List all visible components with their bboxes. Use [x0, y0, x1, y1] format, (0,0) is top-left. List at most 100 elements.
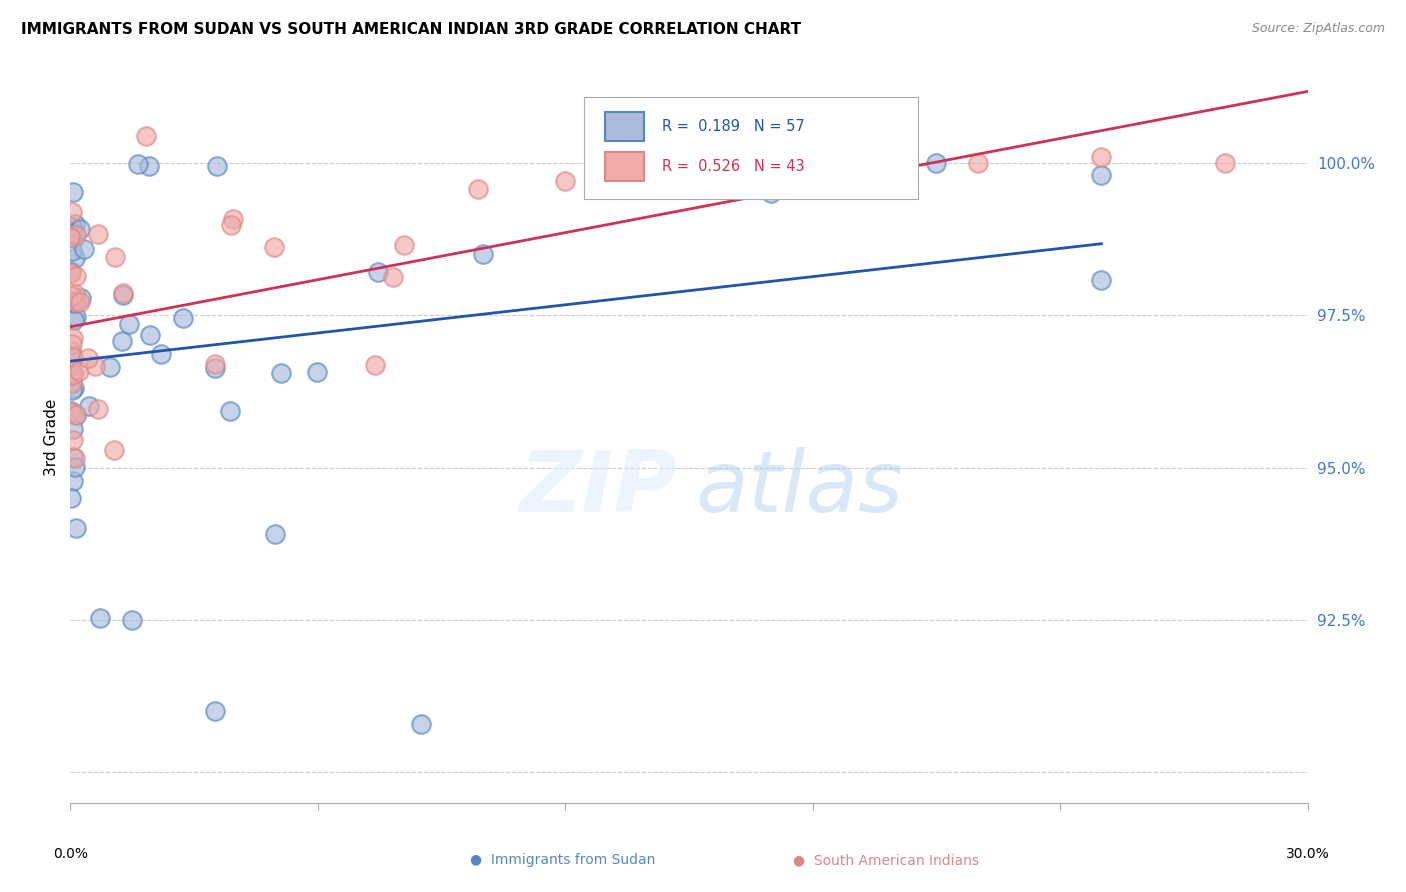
Point: [62, 366, 84, 380]
Point: [65, 227, 87, 242]
Point: [87, 227, 110, 242]
Point: [73, 242, 96, 256]
Point: [83, 359, 105, 374]
Text: 0.0%: 0.0%: [53, 847, 87, 861]
Text: ●  Immigrants from Sudan: ● Immigrants from Sudan: [470, 853, 655, 867]
Point: [60, 383, 83, 397]
Point: [111, 287, 134, 301]
Point: [62, 433, 84, 447]
Point: [60, 404, 83, 418]
Bar: [605, 112, 644, 141]
Point: [60, 343, 83, 358]
Point: [367, 265, 389, 279]
Point: [79, 399, 101, 413]
Point: [204, 705, 226, 719]
Point: [1090, 168, 1112, 182]
Point: [60, 368, 83, 382]
Point: [60, 364, 83, 378]
Point: [409, 716, 432, 731]
Point: [65, 450, 87, 465]
Point: [62, 351, 84, 366]
Point: [966, 156, 988, 170]
Point: [305, 365, 328, 379]
Point: [65, 408, 87, 422]
Point: [382, 270, 405, 285]
Point: [139, 328, 162, 343]
Point: [60, 266, 83, 280]
Point: [60, 373, 83, 387]
Point: [63, 295, 86, 310]
Point: [59, 229, 82, 244]
Point: [270, 366, 292, 380]
Point: [204, 357, 226, 371]
Point: [63, 286, 86, 301]
Point: [69, 222, 91, 236]
Y-axis label: 3rd Grade: 3rd Grade: [44, 399, 59, 475]
Text: ZIP: ZIP: [519, 447, 676, 530]
Point: [801, 156, 824, 170]
Point: [925, 156, 948, 170]
Point: [761, 186, 783, 201]
Point: [65, 521, 87, 535]
Point: [65, 295, 87, 310]
Point: [219, 404, 242, 418]
Text: ●  South American Indians: ● South American Indians: [793, 853, 979, 867]
Point: [62, 421, 84, 435]
Point: [392, 238, 415, 252]
Point: [63, 381, 86, 395]
Point: [65, 310, 87, 324]
Point: [98, 359, 121, 374]
Point: [60, 265, 83, 279]
Point: [172, 311, 194, 326]
Point: [204, 360, 226, 375]
Point: [65, 296, 87, 310]
Point: [60, 336, 83, 351]
Point: [89, 611, 111, 625]
Point: [219, 218, 242, 232]
Point: [678, 168, 700, 182]
Point: [111, 286, 134, 301]
Bar: [605, 152, 644, 181]
Point: [264, 527, 287, 541]
Point: [62, 350, 84, 364]
Point: [62, 231, 84, 245]
Point: [221, 211, 243, 226]
Text: 30.0%: 30.0%: [1285, 847, 1330, 861]
Point: [104, 250, 127, 264]
Point: [1090, 273, 1112, 287]
Point: [135, 128, 157, 143]
Point: [60, 244, 83, 258]
Point: [63, 252, 86, 266]
Point: [205, 159, 228, 173]
Point: [60, 226, 83, 240]
Point: [62, 331, 84, 345]
Point: [121, 613, 143, 627]
Point: [65, 409, 87, 423]
Point: [60, 220, 83, 235]
Text: Source: ZipAtlas.com: Source: ZipAtlas.com: [1251, 22, 1385, 36]
Point: [65, 268, 87, 283]
Point: [363, 358, 385, 372]
Point: [62, 475, 84, 489]
Point: [1213, 156, 1236, 170]
Point: [1090, 150, 1112, 164]
Point: [63, 217, 86, 231]
Point: [87, 402, 110, 417]
Point: [127, 156, 149, 170]
Point: [59, 491, 82, 505]
Text: R =  0.526   N = 43: R = 0.526 N = 43: [662, 159, 804, 174]
FancyBboxPatch shape: [583, 97, 918, 200]
Point: [62, 450, 84, 465]
Point: [76, 351, 98, 366]
Point: [67, 364, 90, 378]
Point: [150, 347, 173, 361]
Point: [263, 240, 285, 254]
Point: [63, 312, 86, 326]
Point: [138, 159, 160, 173]
Point: [60, 364, 83, 378]
Point: [111, 334, 134, 349]
Point: [103, 443, 125, 458]
Text: R =  0.189   N = 57: R = 0.189 N = 57: [662, 119, 804, 134]
Point: [62, 406, 84, 420]
Point: [60, 289, 83, 303]
